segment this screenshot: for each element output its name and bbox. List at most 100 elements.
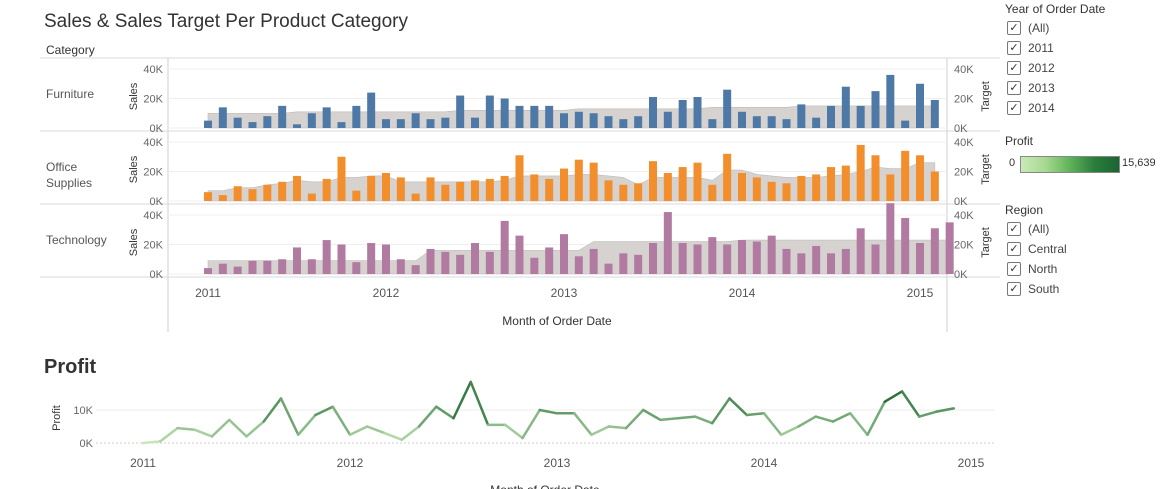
profit-line-segment	[607, 425, 628, 430]
sales-bar	[411, 113, 420, 128]
sales-bar	[708, 184, 717, 201]
x-axis-title: Month of Order Date	[502, 314, 612, 328]
sales-bar	[204, 268, 212, 274]
profit-line-segment	[762, 412, 783, 436]
target-tick-label: 40K	[954, 64, 974, 76]
profit-line-segment	[659, 417, 679, 422]
sales-bar	[723, 244, 732, 274]
sales-bar	[530, 257, 539, 274]
year-filter-option[interactable]: ✓ 2013	[1007, 79, 1055, 97]
sales-bar	[307, 113, 316, 128]
region-filter-option-label: (All)	[1028, 222, 1050, 236]
sales-bar	[767, 235, 776, 274]
profit-y-tick-label: 10K	[73, 405, 93, 417]
sales-bar	[248, 122, 257, 128]
profit-line-segment	[728, 397, 748, 417]
profit-line-segment	[435, 405, 455, 420]
region-filter-option[interactable]: ✓ South	[1007, 280, 1059, 298]
sales-bar	[382, 119, 390, 128]
profit-line-segment	[745, 412, 766, 417]
sales-bar	[708, 119, 717, 128]
sales-bar	[293, 175, 301, 201]
profit-line-segment	[400, 425, 421, 441]
checkbox-icon[interactable]: ✓	[1007, 222, 1021, 236]
checkbox-icon[interactable]: ✓	[1007, 262, 1021, 276]
year-filter-option[interactable]: ✓ 2014	[1007, 99, 1055, 117]
profit-line-segment	[159, 426, 179, 443]
checkbox-icon[interactable]: ✓	[1007, 61, 1021, 75]
sales-bar	[678, 243, 687, 274]
category-label: Supplies	[46, 176, 92, 190]
sales-bar	[930, 99, 939, 128]
sales-bar	[723, 153, 732, 201]
profit-line-segment	[883, 390, 904, 403]
sales-bar	[530, 174, 539, 201]
sales-bar	[352, 105, 361, 128]
checkbox-icon[interactable]: ✓	[1007, 21, 1021, 35]
sales-bar	[574, 159, 583, 201]
category-label: Furniture	[46, 87, 94, 101]
target-tick-label: 40K	[954, 137, 974, 149]
year-filter-option-label: 2012	[1028, 61, 1055, 75]
sales-bar	[767, 116, 776, 128]
sales-bar	[916, 155, 924, 201]
profit-y-tick-label: 0K	[80, 438, 94, 450]
sales-bar	[337, 244, 346, 274]
sales-bar	[841, 248, 850, 274]
sales-bar	[218, 107, 227, 128]
profit-axis-title: Profit	[51, 405, 63, 431]
profit-line-segment	[642, 408, 662, 422]
profit-line-segment	[210, 418, 231, 438]
region-filter-option[interactable]: ✓ (All)	[1007, 220, 1049, 238]
profit-line-segment	[814, 415, 835, 423]
sales-bar	[515, 105, 524, 128]
target-area-furniture	[207, 105, 936, 129]
profit-line-segment	[918, 410, 938, 418]
target-tick-label: 20K	[954, 167, 974, 179]
profit-line-segment	[279, 397, 300, 436]
profit-legend-title: Profit	[1005, 134, 1034, 148]
sales-bar	[945, 222, 954, 274]
profit-line-segment	[366, 425, 386, 435]
sales-bar	[307, 259, 316, 274]
category-header: Category	[46, 43, 95, 57]
profit-line-segment	[141, 440, 162, 445]
sales-bar	[426, 177, 435, 201]
sales-bar	[693, 162, 702, 201]
checkbox-icon[interactable]: ✓	[1007, 101, 1021, 115]
year-filter-option-label: 2011	[1028, 41, 1054, 55]
profit-x-tick-label: 2014	[751, 456, 778, 470]
year-filter-option[interactable]: ✓ 2012	[1007, 59, 1055, 77]
region-filter-option[interactable]: ✓ North	[1007, 260, 1057, 278]
main-chart-canvas: Sales & Sales Target Per Product Categor…	[40, 11, 1000, 489]
x-tick-label: 2012	[373, 286, 400, 300]
checkbox-icon[interactable]: ✓	[1007, 81, 1021, 95]
checkbox-icon[interactable]: ✓	[1007, 41, 1021, 55]
x-tick-label: 2014	[729, 286, 756, 300]
sales-bar	[352, 190, 361, 201]
sales-bar	[782, 119, 791, 128]
y-tick-label: 0K	[150, 269, 164, 281]
sales-bar	[871, 91, 880, 128]
sales-bar	[752, 177, 761, 201]
sales-bar	[634, 254, 643, 274]
sales-bar	[708, 237, 717, 274]
profit-line-segment	[900, 390, 921, 418]
sales-bar	[441, 251, 450, 274]
target-tick-label: 0K	[954, 123, 968, 135]
sales-bar	[515, 235, 524, 274]
y-tick-label: 0K	[150, 196, 164, 208]
sales-bar	[218, 195, 227, 201]
profit-line-segment	[624, 408, 645, 430]
region-filter-option[interactable]: ✓ Central	[1007, 240, 1067, 258]
profit-line-segment	[314, 405, 334, 417]
year-filter-option[interactable]: ✓ 2011	[1007, 39, 1054, 57]
checkbox-icon[interactable]: ✓	[1007, 242, 1021, 256]
region-filter-title: Region	[1005, 203, 1044, 217]
sales-bar	[218, 263, 227, 274]
sales-bar	[901, 120, 910, 128]
profit-line-segment	[538, 408, 559, 415]
checkbox-icon[interactable]: ✓	[1007, 282, 1021, 296]
year-filter-option[interactable]: ✓ (All)	[1007, 19, 1049, 37]
sales-bar	[827, 105, 835, 128]
